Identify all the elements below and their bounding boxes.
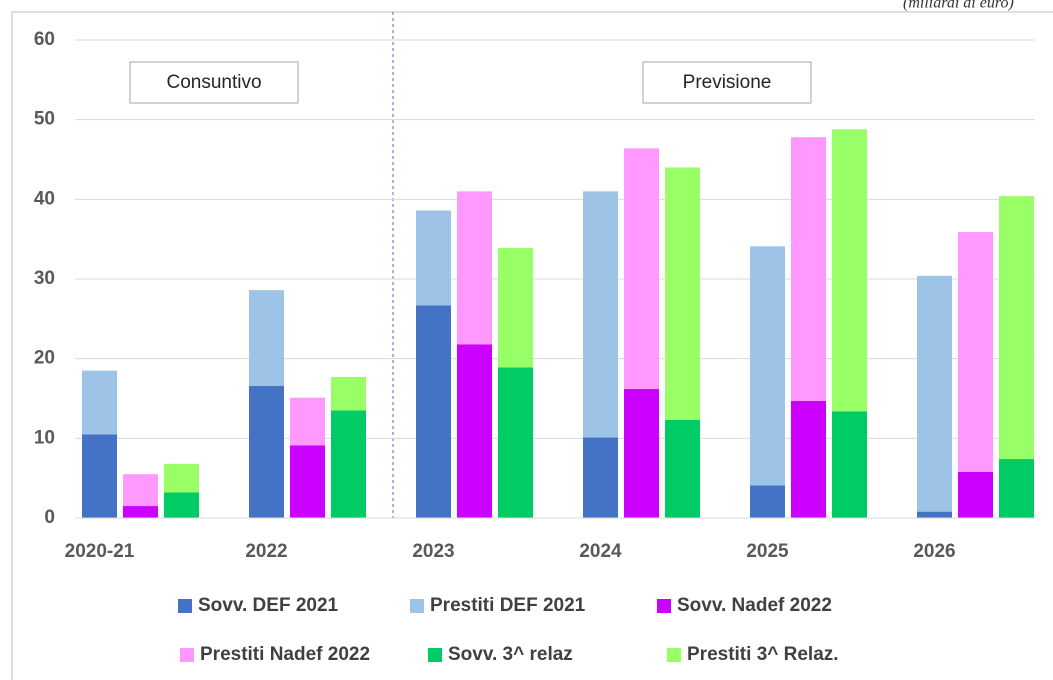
- x-tick-label: 2022: [245, 541, 287, 562]
- bar-segment: [583, 191, 618, 438]
- bar-segment: [457, 344, 492, 518]
- bar-segment: [498, 247, 533, 368]
- legend-label: Prestiti DEF 2021: [430, 595, 586, 616]
- legend-label: Sovv. DEF 2021: [198, 595, 339, 616]
- legend-label: Sovv. 3^ relaz: [448, 644, 573, 665]
- legend-swatch: [410, 599, 424, 613]
- bar-segment: [123, 474, 158, 507]
- bar-segment: [164, 463, 199, 493]
- bar-segment: [583, 437, 618, 518]
- bar-segment: [917, 275, 952, 512]
- x-tick-label: 2024: [579, 541, 622, 562]
- bar-segment: [416, 210, 451, 306]
- x-tick-label: 2026: [913, 541, 955, 562]
- legend-label: Sovv. Nadef 2022: [677, 595, 832, 616]
- bar-segment: [498, 367, 533, 518]
- bar-segment: [832, 129, 867, 412]
- bar-segment: [958, 471, 993, 518]
- bar-segment: [416, 305, 451, 518]
- bar-segment: [82, 370, 117, 435]
- bar-segment: [791, 400, 826, 518]
- legend-swatch: [178, 599, 192, 613]
- bar-segment: [82, 434, 117, 518]
- bar-segment: [665, 167, 700, 421]
- bar-segment: [331, 376, 366, 411]
- legend-swatch: [667, 648, 681, 662]
- bar-segment: [791, 137, 826, 401]
- legend-label: Prestiti Nadef 2022: [200, 644, 370, 665]
- bar-segment: [917, 511, 952, 518]
- bar-segment: [331, 410, 366, 518]
- y-tick-label: 60: [34, 29, 55, 50]
- y-tick-label: 50: [34, 109, 55, 130]
- y-tick-label: 20: [34, 348, 55, 369]
- bar-segment: [249, 385, 284, 518]
- y-tick-label: 0: [44, 507, 55, 528]
- x-tick-label: 2025: [746, 541, 789, 562]
- bar-segment: [290, 397, 325, 446]
- y-tick-label: 40: [34, 188, 55, 209]
- legend-swatch: [657, 599, 671, 613]
- y-tick-label: 10: [34, 427, 55, 448]
- bar-segment: [832, 411, 867, 518]
- y-tick-label: 30: [34, 268, 55, 289]
- bar-segment: [999, 196, 1034, 460]
- bar-segment: [624, 388, 659, 518]
- bar-segment: [164, 492, 199, 518]
- subtitle: (miliardi di euro): [903, 0, 1014, 12]
- annotation-box: [129, 61, 299, 104]
- bar-segment: [290, 445, 325, 518]
- legend-swatch: [180, 648, 194, 662]
- legend-label: Prestiti 3^ Relaz.: [687, 644, 839, 665]
- annotation-box: [642, 61, 812, 104]
- bar-segment: [999, 459, 1034, 518]
- bar-segment: [249, 290, 284, 386]
- bar-segment: [665, 420, 700, 518]
- x-tick-label: 2023: [412, 541, 454, 562]
- bar-segment: [457, 191, 492, 345]
- bar-segment: [624, 148, 659, 389]
- bar-segment: [123, 506, 158, 518]
- bar-segment: [750, 485, 785, 518]
- annotation: Consuntivo: [166, 72, 261, 93]
- bar-segment: [750, 246, 785, 486]
- legend-swatch: [428, 648, 442, 662]
- x-tick-label: 2020-21: [65, 541, 135, 562]
- annotation: Previsione: [683, 72, 772, 93]
- bar-segment: [958, 231, 993, 472]
